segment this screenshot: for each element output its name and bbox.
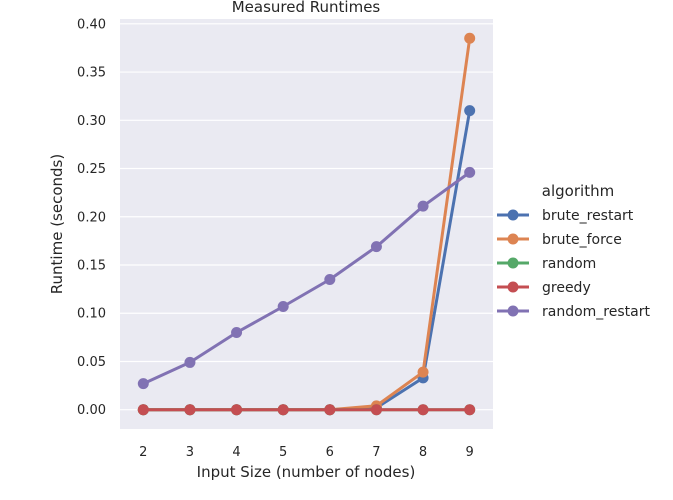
legend-item-brute-restart: brute_restart xyxy=(497,208,634,224)
series-random-restart xyxy=(137,166,476,390)
legend-item-random-restart: random_restart xyxy=(497,304,650,320)
legend-item-random: random xyxy=(497,256,596,272)
y-tick-label: 0.35 xyxy=(77,66,106,81)
y-tick-label: 0.40 xyxy=(77,17,106,32)
x-tick-label: 7 xyxy=(372,445,380,460)
series-line xyxy=(141,170,472,386)
data-point xyxy=(184,404,196,416)
x-tick-label: 2 xyxy=(139,445,147,460)
y-ticks: 0.00 0.05 0.10 0.15 0.20 0.25 0.30 0.35 0.40 xyxy=(77,17,106,418)
series-layer xyxy=(137,32,476,416)
legend-title: algorithm xyxy=(542,182,614,200)
plot-background xyxy=(120,19,493,429)
legend-label: greedy xyxy=(542,280,591,296)
x-tick-label: 8 xyxy=(419,445,427,460)
data-point xyxy=(417,404,429,416)
legend-label: random_restart xyxy=(542,304,650,320)
data-point xyxy=(324,404,336,416)
data-point xyxy=(137,378,149,390)
data-point xyxy=(370,241,382,253)
legend-item-brute-force: brute_force xyxy=(497,232,622,248)
legend-label: brute_force xyxy=(542,232,622,248)
data-point xyxy=(464,105,476,117)
data-point xyxy=(231,404,243,416)
x-tick-label: 5 xyxy=(279,445,287,460)
legend-label: random xyxy=(542,256,596,272)
x-tick-label: 4 xyxy=(232,445,240,460)
x-ticks: 2 3 4 5 6 7 8 9 xyxy=(139,445,474,460)
y-tick-label: 0.10 xyxy=(77,307,106,322)
legend-marker xyxy=(507,257,519,269)
y-axis-label: Runtime (seconds) xyxy=(48,154,66,294)
y-tick-label: 0.20 xyxy=(77,210,106,225)
legend-marker xyxy=(507,305,519,317)
data-point xyxy=(464,166,476,178)
y-tick-label: 0.30 xyxy=(77,114,106,129)
data-point xyxy=(370,404,382,416)
data-point xyxy=(184,356,196,368)
legend-label: brute_restart xyxy=(542,208,634,224)
x-tick-label: 9 xyxy=(466,445,474,460)
legend-marker xyxy=(507,281,519,293)
legend-item-greedy: greedy xyxy=(497,280,591,296)
data-point xyxy=(417,366,429,378)
data-point xyxy=(417,200,429,212)
data-point xyxy=(324,273,336,285)
y-tick-label: 0.00 xyxy=(77,403,106,418)
data-point xyxy=(464,32,476,44)
chart-title: Measured Runtimes xyxy=(232,0,381,16)
y-tick-label: 0.05 xyxy=(77,355,106,370)
x-axis-label: Input Size (number of nodes) xyxy=(197,463,416,481)
data-point xyxy=(137,404,149,416)
legend-marker xyxy=(507,209,519,221)
data-point xyxy=(277,300,289,312)
data-point xyxy=(277,404,289,416)
series-greedy xyxy=(137,404,476,416)
x-tick-label: 3 xyxy=(186,445,194,460)
data-point xyxy=(231,327,243,339)
y-tick-label: 0.15 xyxy=(77,259,106,274)
legend-marker xyxy=(507,233,519,245)
x-tick-label: 6 xyxy=(326,445,334,460)
legend: algorithm brute_restart brute_forcerandom… xyxy=(497,182,650,320)
y-tick-label: 0.25 xyxy=(77,162,106,177)
data-point xyxy=(464,404,476,416)
